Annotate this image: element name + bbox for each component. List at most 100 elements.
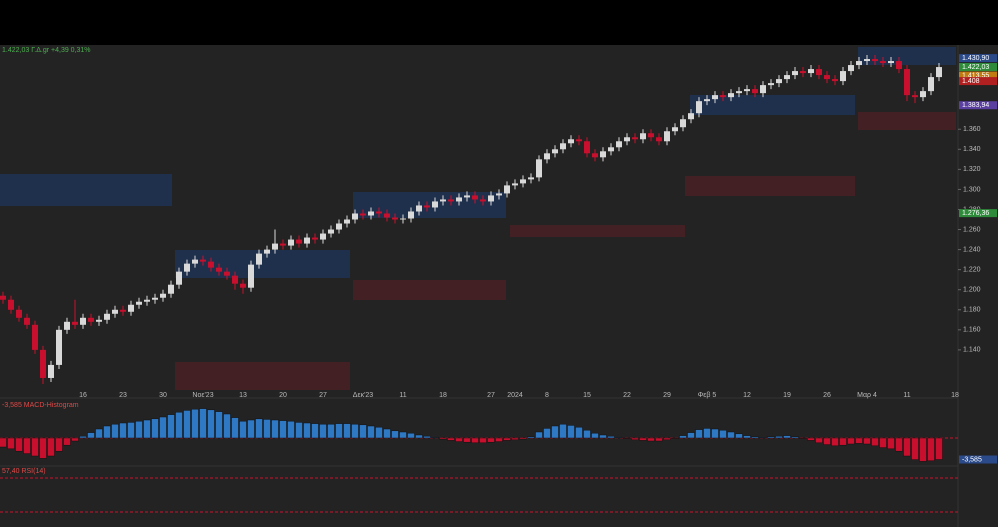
x-tick-label: Δεκ'23 — [353, 392, 374, 399]
candle-body — [864, 59, 870, 62]
histogram-bar — [855, 437, 863, 444]
histogram-bar — [15, 437, 23, 452]
candle-body — [176, 271, 182, 285]
candle-body — [672, 127, 678, 132]
candle-body — [512, 183, 518, 186]
histogram-bar — [359, 424, 367, 439]
candle-body — [624, 137, 630, 142]
histogram-bar — [647, 437, 655, 442]
y-tick-label: 1.300 — [963, 186, 981, 193]
candle-body — [144, 299, 150, 302]
histogram-bar — [31, 437, 39, 457]
histogram-bar — [559, 423, 567, 439]
panel-title: 57,40 RSI(14) — [2, 468, 46, 475]
histogram-bar — [807, 437, 815, 441]
candle-body — [464, 195, 470, 198]
histogram-bar — [879, 437, 887, 448]
candle-body — [752, 89, 758, 94]
histogram-bar — [223, 413, 231, 439]
candle-body — [208, 261, 214, 268]
histogram-bar — [543, 428, 551, 439]
candle-body — [552, 149, 558, 154]
candle-body — [168, 284, 174, 294]
x-tick-label: 2024 — [507, 392, 523, 399]
candle-body — [104, 313, 110, 320]
candle-body — [648, 133, 654, 138]
histogram-bar — [735, 433, 743, 439]
histogram-bar — [167, 414, 175, 439]
histogram-bar — [383, 428, 391, 439]
candle-body — [272, 243, 278, 250]
y-tick-label: 1.240 — [963, 246, 981, 253]
x-tick-label: 27 — [487, 392, 495, 399]
candle-body — [616, 141, 622, 148]
candle-body — [696, 101, 702, 114]
candle-body — [352, 213, 358, 220]
x-tick-label: 8 — [545, 392, 549, 399]
candle-body — [880, 61, 886, 64]
price-marker-label: 1.413,55 — [962, 72, 989, 79]
histogram-bar — [911, 437, 919, 460]
x-tick-label: 30 — [159, 392, 167, 399]
histogram-bar — [831, 437, 839, 447]
candle-body — [136, 301, 142, 305]
candle-body — [720, 95, 726, 98]
candle-body — [560, 143, 566, 150]
histogram-bar — [535, 431, 543, 439]
histogram-bar — [23, 437, 31, 454]
histogram-bar — [719, 429, 727, 439]
y-tick-label: 1.200 — [963, 287, 981, 294]
candle-body — [280, 243, 286, 246]
histogram-bar — [71, 437, 79, 442]
candle-body — [704, 99, 710, 102]
price-marker-label: 1.430,90 — [962, 55, 989, 62]
histogram-bar — [79, 435, 87, 439]
candle-body — [656, 137, 662, 142]
candle-body — [16, 309, 22, 318]
histogram-bar — [191, 408, 199, 439]
histogram-bar — [63, 437, 71, 446]
candle-body — [216, 267, 222, 272]
panel-title: -3,585 MACD-Histogram — [2, 402, 79, 409]
candle-body — [544, 153, 550, 160]
histogram-bar — [303, 422, 311, 439]
histogram-bar — [271, 419, 279, 439]
candle-body — [40, 349, 46, 378]
histogram-bar — [903, 437, 911, 457]
candle-body — [608, 147, 614, 152]
histogram-bar — [663, 437, 671, 441]
candle-body — [872, 59, 878, 62]
price-marker-label: 1.276,36 — [962, 210, 989, 217]
panel-title: 1.422,03 Γ.Δ.gr +4,39 0,31% — [2, 47, 91, 54]
histogram-bar — [295, 422, 303, 439]
histogram-bar — [343, 423, 351, 439]
candle-body — [288, 239, 294, 246]
histogram-bar — [391, 430, 399, 439]
candle-body — [848, 65, 854, 72]
candle-body — [520, 179, 526, 184]
candle-body — [592, 153, 598, 158]
price-marker-label: 1.383,94 — [962, 102, 989, 109]
x-tick-label: 13 — [239, 392, 247, 399]
candle-body — [496, 193, 502, 196]
zone — [858, 112, 956, 130]
histogram-bar — [159, 416, 167, 439]
candle-body — [32, 324, 38, 350]
candle-body — [640, 133, 646, 140]
candle-body — [832, 79, 838, 82]
x-tick-label: 29 — [663, 392, 671, 399]
candle-body — [376, 211, 382, 214]
histogram-bar — [631, 437, 639, 441]
histogram-bar — [111, 423, 119, 439]
histogram-bar — [567, 425, 575, 439]
candle-body — [328, 229, 334, 234]
histogram-bar — [351, 423, 359, 439]
histogram-bar — [199, 408, 207, 439]
candle-body — [240, 283, 246, 288]
zone — [0, 174, 172, 206]
candle-body — [232, 275, 238, 284]
candle-body — [576, 139, 582, 142]
candle-body — [72, 321, 78, 325]
histogram-bar — [231, 417, 239, 439]
histogram-bar — [591, 432, 599, 439]
